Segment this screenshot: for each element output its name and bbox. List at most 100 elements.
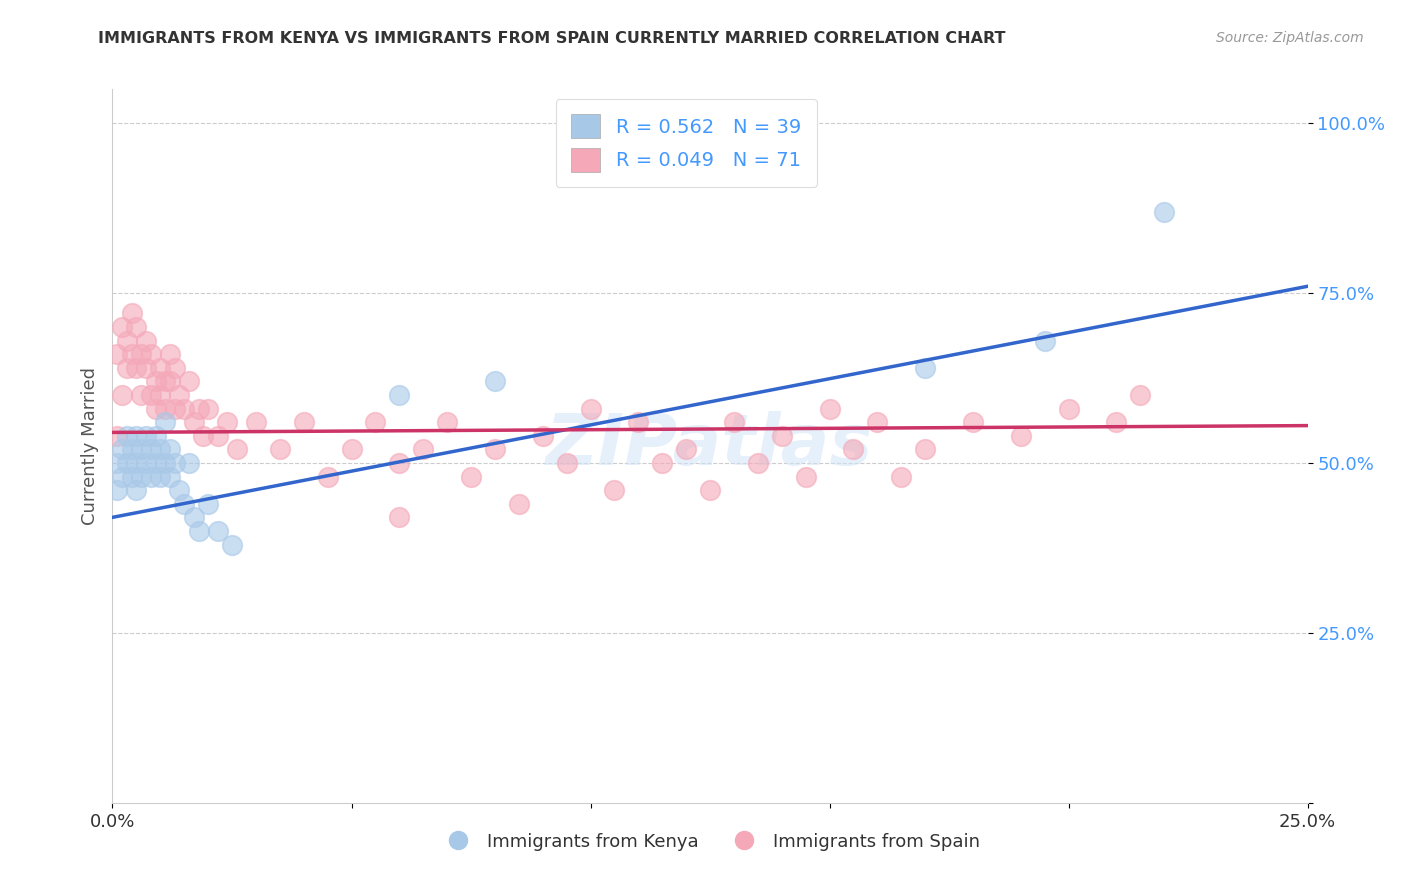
Point (177, 375, 200, 389)
Point (245, 415, 267, 429)
Point (173, 497, 195, 511)
Point (1057, 401, 1080, 416)
Point (163, 456, 186, 470)
Point (149, 469, 172, 483)
Point (159, 469, 181, 483)
Point (436, 415, 458, 429)
Point (125, 483, 148, 498)
Y-axis label: Currently Married: Currently Married (80, 367, 98, 525)
Point (125, 320, 148, 334)
Point (129, 469, 152, 483)
Text: IMMIGRANTS FROM KENYA VS IMMIGRANTS FROM SPAIN CURRENTLY MARRIED CORRELATION CHA: IMMIGRANTS FROM KENYA VS IMMIGRANTS FROM… (98, 31, 1005, 46)
Point (169, 483, 191, 498)
Point (183, 510, 205, 524)
Point (962, 415, 984, 429)
Point (412, 442, 434, 457)
Point (173, 401, 195, 416)
Point (159, 347, 181, 361)
Point (135, 360, 157, 375)
Point (125, 360, 148, 375)
Point (187, 524, 209, 538)
Point (890, 469, 912, 483)
Point (225, 442, 247, 457)
Point (1105, 415, 1128, 429)
Point (770, 429, 793, 443)
Point (105, 347, 128, 361)
Point (125, 429, 148, 443)
Point (115, 429, 138, 443)
Point (484, 442, 506, 457)
Point (316, 469, 339, 483)
Point (169, 388, 191, 402)
Point (269, 442, 291, 457)
Point (603, 483, 626, 498)
Point (193, 429, 215, 443)
Point (217, 415, 239, 429)
Point (1153, 204, 1175, 219)
Point (866, 415, 889, 429)
Point (484, 375, 506, 389)
Point (105, 483, 128, 498)
Point (121, 469, 143, 483)
Point (388, 388, 411, 402)
Point (723, 415, 745, 429)
Point (159, 375, 181, 389)
Point (115, 334, 138, 348)
Point (129, 442, 152, 457)
Point (747, 456, 769, 470)
Point (121, 442, 143, 457)
Point (579, 401, 602, 416)
Point (139, 442, 162, 457)
Point (129, 347, 152, 361)
Point (153, 415, 176, 429)
Point (914, 360, 936, 375)
Point (145, 456, 167, 470)
Point (115, 456, 138, 470)
Point (125, 456, 148, 470)
Point (135, 456, 157, 470)
Point (111, 320, 134, 334)
Point (153, 401, 176, 416)
Point (842, 442, 865, 457)
Point (115, 360, 138, 375)
Point (149, 360, 172, 375)
Point (145, 401, 167, 416)
Point (145, 375, 167, 389)
Point (139, 347, 162, 361)
Point (651, 456, 673, 470)
Point (340, 442, 363, 457)
Point (129, 388, 152, 402)
Point (187, 401, 209, 416)
Point (105, 429, 128, 443)
Point (163, 401, 186, 416)
Legend: Immigrants from Kenya, Immigrants from Spain: Immigrants from Kenya, Immigrants from S… (433, 826, 987, 858)
Point (197, 497, 219, 511)
Point (675, 442, 697, 457)
Point (1033, 334, 1056, 348)
Point (388, 456, 411, 470)
Point (197, 401, 219, 416)
Point (153, 456, 176, 470)
Point (153, 375, 176, 389)
Point (177, 456, 200, 470)
Point (818, 401, 841, 416)
Point (914, 442, 936, 457)
Point (699, 483, 721, 498)
Point (111, 442, 134, 457)
Point (145, 429, 167, 443)
Point (183, 415, 205, 429)
Point (163, 360, 186, 375)
Point (139, 469, 162, 483)
Point (121, 306, 143, 320)
Point (794, 469, 817, 483)
Point (135, 429, 157, 443)
Point (555, 456, 578, 470)
Point (627, 415, 650, 429)
Point (139, 388, 162, 402)
Point (121, 347, 143, 361)
Point (111, 388, 134, 402)
Point (1010, 429, 1032, 443)
Point (159, 442, 181, 457)
Point (460, 469, 482, 483)
Point (1129, 388, 1152, 402)
